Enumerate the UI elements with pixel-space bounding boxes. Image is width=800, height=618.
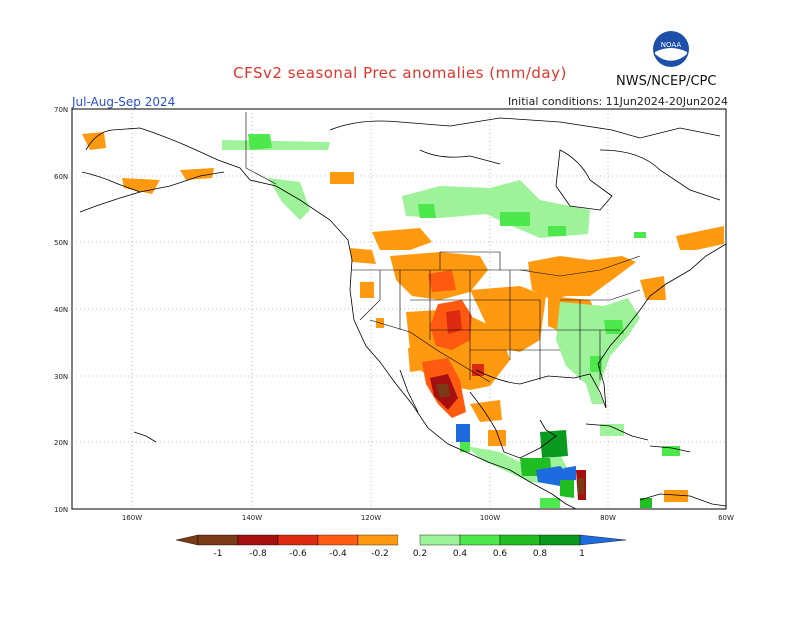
colorbar-swatch [237, 534, 279, 546]
colorbar-swatch [459, 534, 501, 546]
colorbar-swatch [175, 534, 199, 546]
lat-label: 20N [54, 439, 68, 447]
latitude-labels: 70N 60N 50N 40N 30N 20N 10N [54, 106, 68, 514]
colorbar-swatch [197, 534, 239, 546]
lat-label: 60N [54, 173, 68, 181]
colorbar-swatch [357, 534, 399, 546]
colorbar: -1 -0.8 -0.6 -0.4 -0.2 0.2 0.4 0.6 0.8 1 [175, 534, 627, 559]
map-title: CFSv2 seasonal Prec anomalies (mm/day) [233, 64, 567, 82]
lon-label: 60W [718, 514, 734, 522]
forecast-period: Jul-Aug-Sep 2024 [72, 95, 176, 109]
lat-label: 70N [54, 106, 68, 114]
colorbar-label: 0.8 [533, 549, 548, 559]
colorbar-swatch [277, 534, 319, 546]
noaa-logo-icon: NOAA [653, 31, 689, 67]
lon-label: 120W [361, 514, 381, 522]
lat-label: 50N [54, 239, 68, 247]
colorbar-label: -0.8 [249, 549, 267, 559]
colorbar-swatch [398, 535, 420, 545]
lon-label: 80W [600, 514, 616, 522]
lon-label: 100W [480, 514, 500, 522]
lat-label: 10N [54, 506, 68, 514]
colorbar-swatch [539, 534, 581, 546]
lon-label: 140W [242, 514, 262, 522]
longitude-labels: 160W 140W 120W 100W 80W 60W [122, 514, 734, 522]
colorbar-swatch [419, 534, 461, 546]
colorbar-label: 0.2 [413, 549, 427, 559]
colorbar-label: 0.4 [453, 549, 468, 559]
wet-anomaly-areas [222, 134, 680, 508]
colorbar-swatch [317, 534, 359, 546]
lat-label: 40N [54, 306, 68, 314]
colorbar-swatch [499, 534, 541, 546]
strong-dry-anomaly-areas [422, 270, 586, 500]
colorbar-swatch [579, 534, 627, 546]
colorbar-label: -0.6 [289, 549, 307, 559]
colorbar-label: -1 [214, 549, 223, 559]
lon-label: 160W [122, 514, 142, 522]
agency-label: NWS/NCEP/CPC [616, 74, 717, 89]
colorbar-label: 0.6 [493, 549, 508, 559]
colorbar-label: -0.4 [329, 549, 347, 559]
political-boundaries [245, 112, 641, 383]
colorbar-label: 1 [579, 549, 585, 559]
lat-label: 30N [54, 373, 68, 381]
colorbar-label: -0.2 [371, 549, 389, 559]
logo-text: NOAA [661, 41, 682, 49]
initial-conditions: Initial conditions: 11Jun2024-20Jun2024 [507, 95, 728, 108]
